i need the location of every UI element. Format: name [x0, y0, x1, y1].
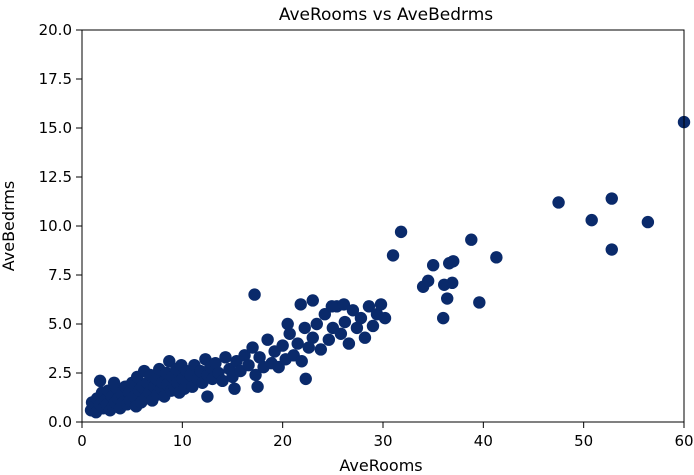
data-point [283, 327, 296, 340]
y-tick-label: 7.5 [48, 266, 72, 284]
x-tick-label: 60 [674, 432, 693, 450]
data-point [93, 374, 107, 388]
data-point [291, 337, 304, 350]
data-point [358, 331, 372, 344]
data-point [201, 390, 214, 403]
data-point [465, 233, 478, 246]
chart-title: AveRooms vs AveBedrms [279, 5, 493, 25]
data-point [338, 315, 352, 329]
data-point [350, 321, 364, 335]
data-point [299, 372, 312, 386]
data-point [209, 357, 222, 370]
data-point [294, 298, 307, 311]
data-point [374, 298, 388, 311]
data-point [346, 304, 360, 317]
data-point [322, 333, 336, 346]
data-point [605, 243, 618, 256]
data-point [366, 319, 380, 333]
y-axis-label: AveBedrms [0, 181, 18, 272]
data-point [238, 349, 251, 362]
x-axis: 0 10 20 30 40 50 60 [77, 422, 694, 450]
data-point [246, 341, 259, 354]
data-point [334, 327, 348, 340]
data-point [342, 337, 356, 350]
data-point [261, 333, 274, 346]
data-point [337, 298, 351, 311]
data-point [325, 300, 339, 313]
data-point [251, 380, 264, 393]
data-point [219, 351, 232, 364]
x-tick-label: 20 [273, 432, 292, 450]
y-tick-label: 15.0 [39, 119, 72, 137]
data-point [242, 358, 255, 372]
data-point [441, 292, 454, 305]
data-point [107, 376, 121, 389]
y-tick-label: 10.0 [39, 217, 72, 235]
data-point [354, 311, 368, 325]
data-point [421, 274, 435, 288]
data-point [394, 225, 408, 239]
data-point [249, 368, 262, 382]
x-axis-label: AveRooms [339, 456, 422, 475]
data-point [473, 296, 486, 309]
data-point [585, 213, 598, 227]
data-point [437, 311, 450, 325]
y-tick-label: 2.5 [48, 364, 72, 382]
x-tick-label: 10 [173, 432, 192, 450]
data-point [302, 341, 315, 354]
y-axis: 0.0 2.5 5.0 7.5 10.0 12.5 15.0 17.5 20.0 [39, 21, 82, 431]
data-point [248, 288, 261, 301]
points-layer [84, 115, 691, 419]
x-tick-label: 0 [77, 432, 87, 450]
data-point [228, 382, 241, 395]
y-tick-label: 5.0 [48, 315, 72, 333]
data-point [295, 355, 308, 368]
plot-area [81, 29, 691, 423]
data-point [281, 317, 294, 331]
y-tick-label: 0.0 [48, 413, 72, 431]
data-point [447, 255, 460, 268]
data-point [306, 294, 319, 307]
data-point [314, 343, 327, 356]
data-point [378, 311, 392, 325]
y-tick-label: 12.5 [39, 168, 72, 186]
data-point [216, 374, 229, 388]
y-tick-label: 17.5 [39, 70, 72, 88]
data-point [446, 276, 459, 290]
data-point [310, 317, 323, 331]
data-point [490, 251, 503, 264]
data-point [605, 192, 618, 205]
y-tick-label: 20.0 [39, 21, 72, 39]
x-tick-label: 40 [474, 432, 493, 450]
data-point [552, 196, 565, 209]
data-point [362, 300, 376, 313]
data-point [641, 215, 655, 229]
data-point [306, 331, 319, 344]
x-tick-label: 30 [373, 432, 392, 450]
data-point [298, 321, 311, 335]
data-point [386, 249, 400, 262]
data-point [276, 339, 289, 352]
data-point [253, 351, 266, 364]
data-point [426, 259, 440, 272]
x-tick-label: 50 [574, 432, 593, 450]
